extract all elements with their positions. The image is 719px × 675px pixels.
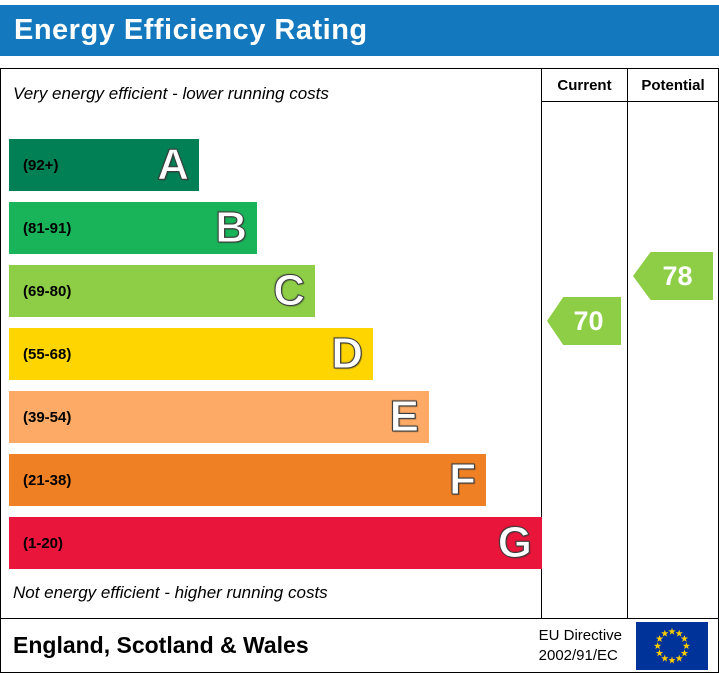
- band-row: (55-68) D: [9, 328, 542, 391]
- band-bar: (81-91) B: [9, 202, 257, 254]
- band-letter: A: [157, 140, 190, 189]
- region-label: England, Scotland & Wales: [13, 632, 309, 658]
- page-title: Energy Efficiency Rating: [14, 14, 368, 46]
- band-letter: B: [215, 203, 248, 252]
- current-rating-arrow: 70: [547, 297, 621, 345]
- band-bar: (69-80) C: [9, 265, 315, 317]
- eu-directive-line1: EU Directive: [538, 627, 622, 644]
- bands: (92+) A (81-91) B (69-80) C (55-68) D (3…: [9, 139, 542, 580]
- column-header-current: Current: [542, 69, 627, 102]
- band-range-label: (55-68): [23, 345, 72, 363]
- band-row: (69-80) C: [9, 265, 542, 328]
- band-letter: D: [331, 329, 364, 378]
- band-range-label: (39-54): [23, 408, 72, 426]
- title-bar: Energy Efficiency Rating: [0, 5, 719, 56]
- band-letter: C: [273, 266, 306, 315]
- band-bar: (92+) A: [9, 139, 199, 191]
- band-range-label: (1-20): [23, 534, 64, 552]
- potential-rating-value: 78: [662, 260, 693, 291]
- eu-directive-label: EU Directive 2002/91/EC: [539, 626, 622, 665]
- band-range-label: (21-38): [23, 471, 72, 489]
- divider-potential-column: [627, 69, 628, 618]
- band-row: (1-20) G: [9, 517, 542, 580]
- band-row: (92+) A: [9, 139, 542, 202]
- footer: England, Scotland & Wales EU Directive 2…: [1, 619, 718, 672]
- divider-current-column: [541, 69, 542, 618]
- band-row: (39-54) E: [9, 391, 542, 454]
- band-range-label: (92+): [23, 156, 59, 174]
- band-range-label: (69-80): [23, 282, 72, 300]
- bottom-note: Not energy efficient - higher running co…: [13, 583, 328, 602]
- current-rating-value: 70: [573, 305, 604, 336]
- band-letter: E: [389, 392, 419, 441]
- band-range-label: (81-91): [23, 219, 72, 237]
- chart-box: Current Potential Very energy efficient …: [0, 68, 719, 673]
- band-bar: (1-20) G: [9, 517, 542, 569]
- column-header-potential: Potential: [628, 69, 718, 102]
- band-bar: (39-54) E: [9, 391, 429, 443]
- band-row: (21-38) F: [9, 454, 542, 517]
- band-letter: G: [497, 518, 532, 567]
- band-letter: F: [449, 455, 477, 504]
- band-bar: (55-68) D: [9, 328, 373, 380]
- band-row: (81-91) B: [9, 202, 542, 265]
- eu-flag-icon: [636, 621, 708, 670]
- band-bar: (21-38) F: [9, 454, 486, 506]
- top-note: Very energy efficient - lower running co…: [13, 84, 329, 103]
- chart-area: Current Potential Very energy efficient …: [1, 69, 718, 619]
- potential-rating-arrow: 78: [633, 252, 713, 300]
- eu-directive-line2: 2002/91/EC: [538, 646, 618, 664]
